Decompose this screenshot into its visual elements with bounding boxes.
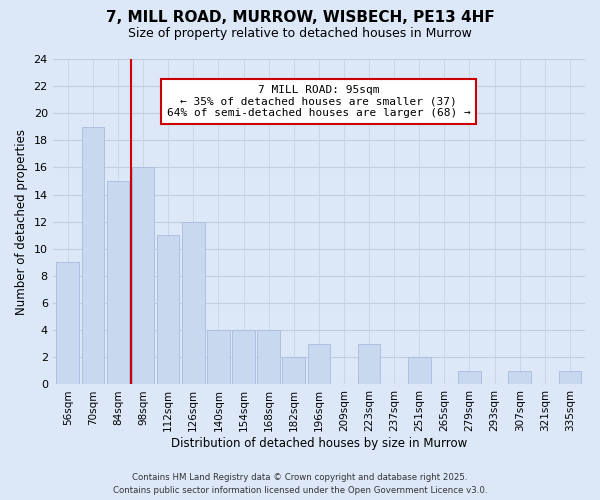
- Y-axis label: Number of detached properties: Number of detached properties: [15, 128, 28, 314]
- Bar: [107, 181, 129, 384]
- Bar: [308, 344, 330, 385]
- Bar: [408, 358, 431, 384]
- Bar: [157, 236, 179, 384]
- Bar: [132, 168, 154, 384]
- Bar: [207, 330, 230, 384]
- Bar: [559, 371, 581, 384]
- Bar: [508, 371, 531, 384]
- Bar: [358, 344, 380, 385]
- Bar: [458, 371, 481, 384]
- Text: Size of property relative to detached houses in Murrow: Size of property relative to detached ho…: [128, 28, 472, 40]
- Bar: [283, 358, 305, 384]
- Text: 7 MILL ROAD: 95sqm
← 35% of detached houses are smaller (37)
64% of semi-detache: 7 MILL ROAD: 95sqm ← 35% of detached hou…: [167, 85, 471, 118]
- Bar: [182, 222, 205, 384]
- Bar: [56, 262, 79, 384]
- X-axis label: Distribution of detached houses by size in Murrow: Distribution of detached houses by size …: [171, 437, 467, 450]
- Bar: [232, 330, 255, 384]
- Bar: [257, 330, 280, 384]
- Bar: [82, 127, 104, 384]
- Text: Contains HM Land Registry data © Crown copyright and database right 2025.
Contai: Contains HM Land Registry data © Crown c…: [113, 473, 487, 495]
- Text: 7, MILL ROAD, MURROW, WISBECH, PE13 4HF: 7, MILL ROAD, MURROW, WISBECH, PE13 4HF: [106, 10, 494, 25]
